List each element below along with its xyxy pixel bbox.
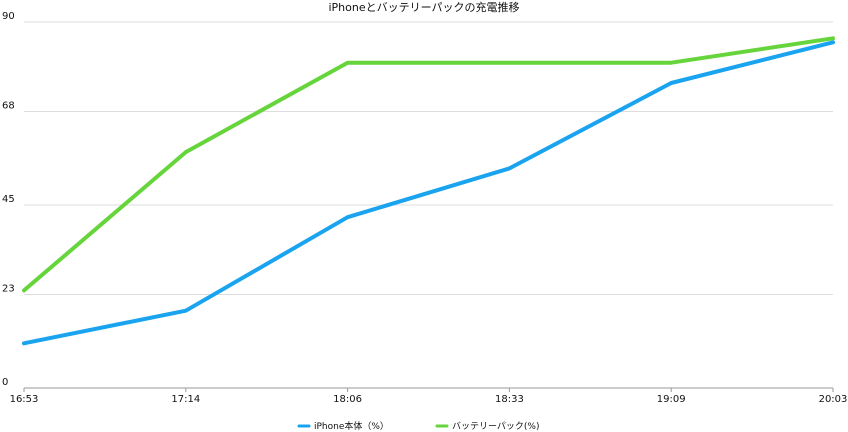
y-tick-label: 0 <box>2 377 8 388</box>
x-tick-label: 18:06 <box>333 394 362 405</box>
y-tick-label: 45 <box>2 194 15 205</box>
iphone-series-line <box>22 40 835 346</box>
axes: 0 23 45 68 90 16:53 17:14 18:06 18:33 19:09 20:03 <box>2 11 847 405</box>
y-tick-label: 90 <box>2 11 15 22</box>
iphone-data-point <box>22 341 26 345</box>
y-tick-label: 23 <box>2 283 15 294</box>
legend-label: バッテリーパック(%) <box>452 421 540 432</box>
x-tick-label: 20:03 <box>819 394 848 405</box>
legend: iPhone本体（%） バッテリーパック(%) <box>297 420 540 432</box>
battery-pack-data-point <box>346 61 350 65</box>
x-tick-label: 18:33 <box>495 394 524 405</box>
iphone-data-point <box>507 166 511 170</box>
legend-label: iPhone本体（%） <box>314 420 389 432</box>
y-tick-label: 68 <box>2 100 15 111</box>
iphone-data-point <box>184 309 188 313</box>
iphone-data-point <box>669 81 673 85</box>
battery-pack-series-line <box>22 36 835 293</box>
battery-pack-data-point <box>184 150 188 154</box>
iphone-data-point <box>346 215 350 219</box>
battery-pack-data-point <box>507 61 511 65</box>
battery-pack-data-point <box>669 61 673 65</box>
x-tick-label: 16:53 <box>10 394 39 405</box>
x-tick-label: 17:14 <box>171 394 200 405</box>
legend-item-battery-pack: バッテリーパック(%) <box>435 421 540 432</box>
iphone-data-point <box>831 40 835 44</box>
x-tick-label: 19:09 <box>657 394 686 405</box>
battery-pack-data-point <box>831 36 835 40</box>
grid-lines <box>24 21 833 389</box>
legend-item-iphone: iPhone本体（%） <box>297 420 389 432</box>
chart-title: iPhoneとバッテリーパックの充電推移 <box>328 0 519 14</box>
series-lines <box>22 36 835 346</box>
battery-pack-data-point <box>22 288 26 292</box>
